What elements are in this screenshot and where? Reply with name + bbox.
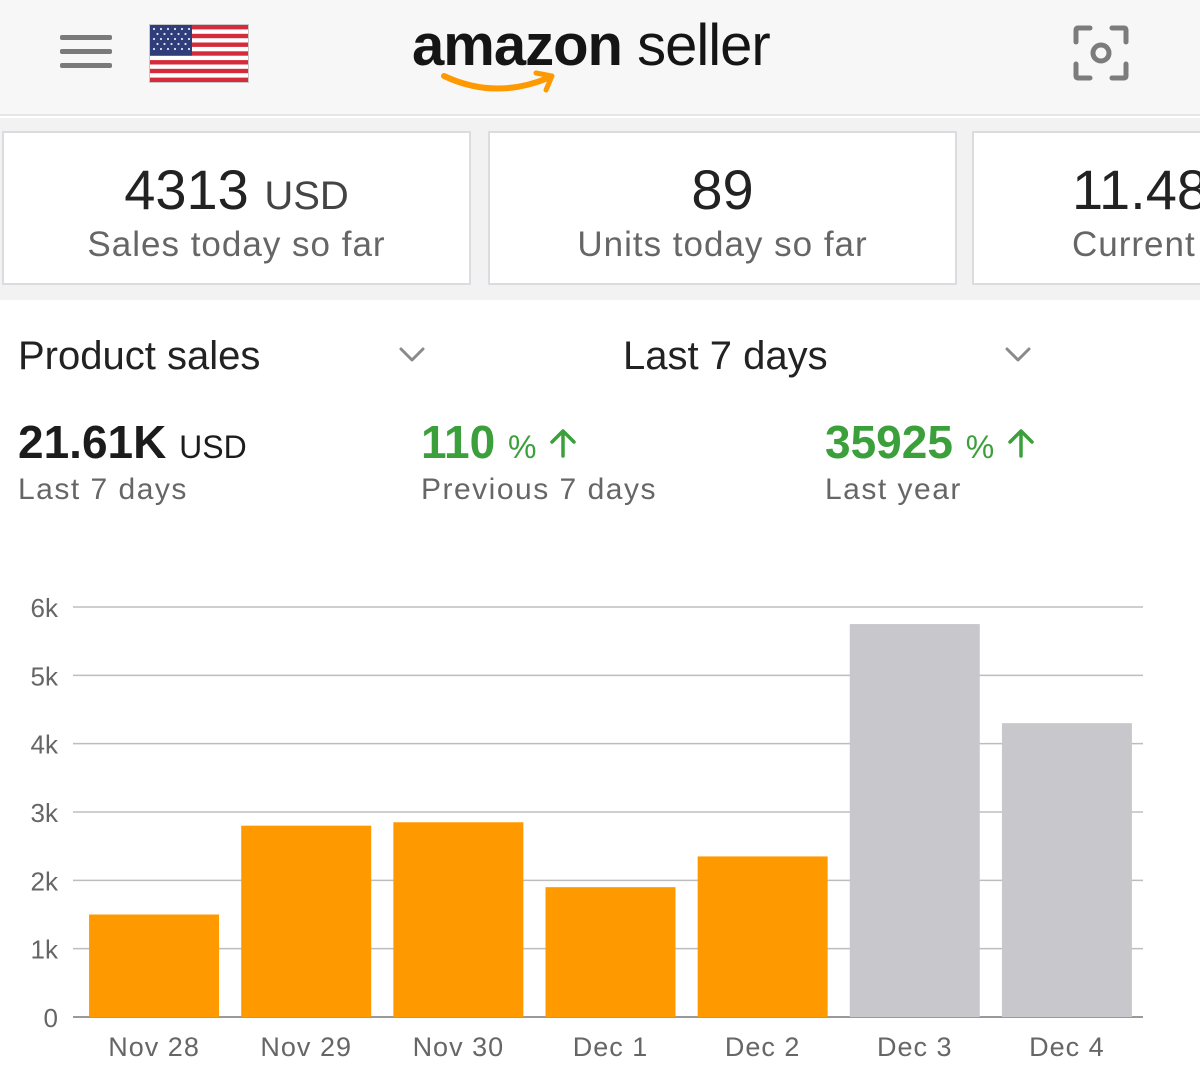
- bar-nov-29[interactable]: [241, 825, 372, 1017]
- chart-x-ticks: Nov 28 Nov 29 Nov 30 Dec 1 Dec 2 Dec 3 Dec 4: [108, 1032, 1105, 1062]
- app-header: amazon seller: [0, 0, 1200, 116]
- x-tick-label: Nov 28: [108, 1032, 200, 1062]
- metric-dropdown-label: Product sales: [18, 334, 261, 378]
- bar-nov-28[interactable]: [89, 914, 220, 1018]
- x-tick-label: Nov 30: [413, 1032, 505, 1062]
- x-tick-label: Dec 4: [1029, 1032, 1105, 1062]
- x-tick-label: Dec 1: [573, 1032, 649, 1062]
- bar-dec-1[interactable]: [545, 887, 676, 1017]
- last-year-unit: %: [965, 429, 995, 465]
- units-today-label: Units today so far: [577, 225, 868, 264]
- x-tick-label: Nov 29: [260, 1032, 352, 1062]
- x-tick-label: Dec 3: [877, 1032, 953, 1062]
- metric-dropdown[interactable]: Product sales: [18, 330, 438, 390]
- last-7-days-value: 21.61K: [18, 416, 167, 468]
- current-value: 11.48: [1072, 158, 1200, 221]
- bar-dec-4[interactable]: [1001, 723, 1132, 1017]
- y-tick-label: 6k: [31, 593, 59, 623]
- current-balance-card[interactable]: 11.48 Current: [972, 131, 1200, 285]
- arrow-up-icon: [550, 429, 576, 458]
- arrow-up-icon: [1008, 429, 1034, 458]
- sales-bar-chart: 0 1k 2k 3k 4k 5k 6k Nov 28 Nov 29 Nov 30 Dec 1 Dec…: [31, 593, 1143, 1062]
- chart-y-ticks: 0 1k 2k 3k 4k 5k 6k: [31, 593, 59, 1033]
- bar-dec-2[interactable]: [697, 856, 828, 1017]
- us-flag-icon[interactable]: [150, 25, 248, 82]
- logo-brand-text: amazon: [412, 13, 623, 78]
- hamburger-menu-icon[interactable]: [58, 33, 114, 71]
- y-tick-label: 5k: [31, 661, 59, 691]
- date-range-label: Last 7 days: [623, 334, 828, 378]
- previous-7-days-caption: Previous 7 days: [421, 473, 657, 506]
- chart-bars: [89, 624, 1132, 1017]
- last-year-caption: Last year: [825, 473, 962, 506]
- previous-7-days-unit: %: [508, 429, 537, 465]
- y-tick-label: 1k: [31, 935, 59, 965]
- logo-suffix-text: seller: [637, 13, 771, 78]
- last-7-days-unit: USD: [179, 429, 247, 465]
- y-tick-label: 3k: [31, 798, 59, 828]
- units-today-value: 89: [691, 158, 754, 221]
- previous-7-days-metric: 110 % Previous 7 days: [421, 415, 657, 507]
- chevron-down-icon: [1005, 347, 1031, 362]
- amazon-smile-icon: [441, 70, 555, 93]
- last-7-days-metric: 21.61K USD Last 7 days: [18, 415, 247, 507]
- bar-nov-30[interactable]: [393, 822, 524, 1017]
- date-range-dropdown[interactable]: Last 7 days: [623, 330, 1043, 390]
- units-today-card[interactable]: 89 Units today so far: [488, 131, 957, 285]
- y-tick-label: 4k: [31, 730, 59, 760]
- last-year-metric: 35925 % Last year: [825, 415, 1035, 507]
- sales-today-label: Sales today so far: [87, 225, 386, 264]
- camera-scan-icon[interactable]: [1072, 24, 1130, 82]
- x-tick-label: Dec 2: [725, 1032, 801, 1062]
- current-label: Current: [1072, 225, 1196, 264]
- previous-7-days-value: 110: [421, 416, 496, 468]
- chevron-down-icon: [399, 347, 425, 362]
- last-year-value: 35925: [825, 416, 953, 468]
- sales-today-unit: USD: [264, 174, 349, 218]
- sales-today-card[interactable]: 4313 USD Sales today so far: [2, 131, 471, 285]
- last-7-days-caption: Last 7 days: [18, 473, 188, 506]
- bar-dec-3[interactable]: [849, 624, 980, 1017]
- sales-today-value: 4313: [124, 158, 249, 221]
- y-tick-label: 0: [44, 1003, 58, 1033]
- y-tick-label: 2k: [31, 866, 59, 896]
- amazon-seller-logo: amazon seller: [412, 10, 782, 100]
